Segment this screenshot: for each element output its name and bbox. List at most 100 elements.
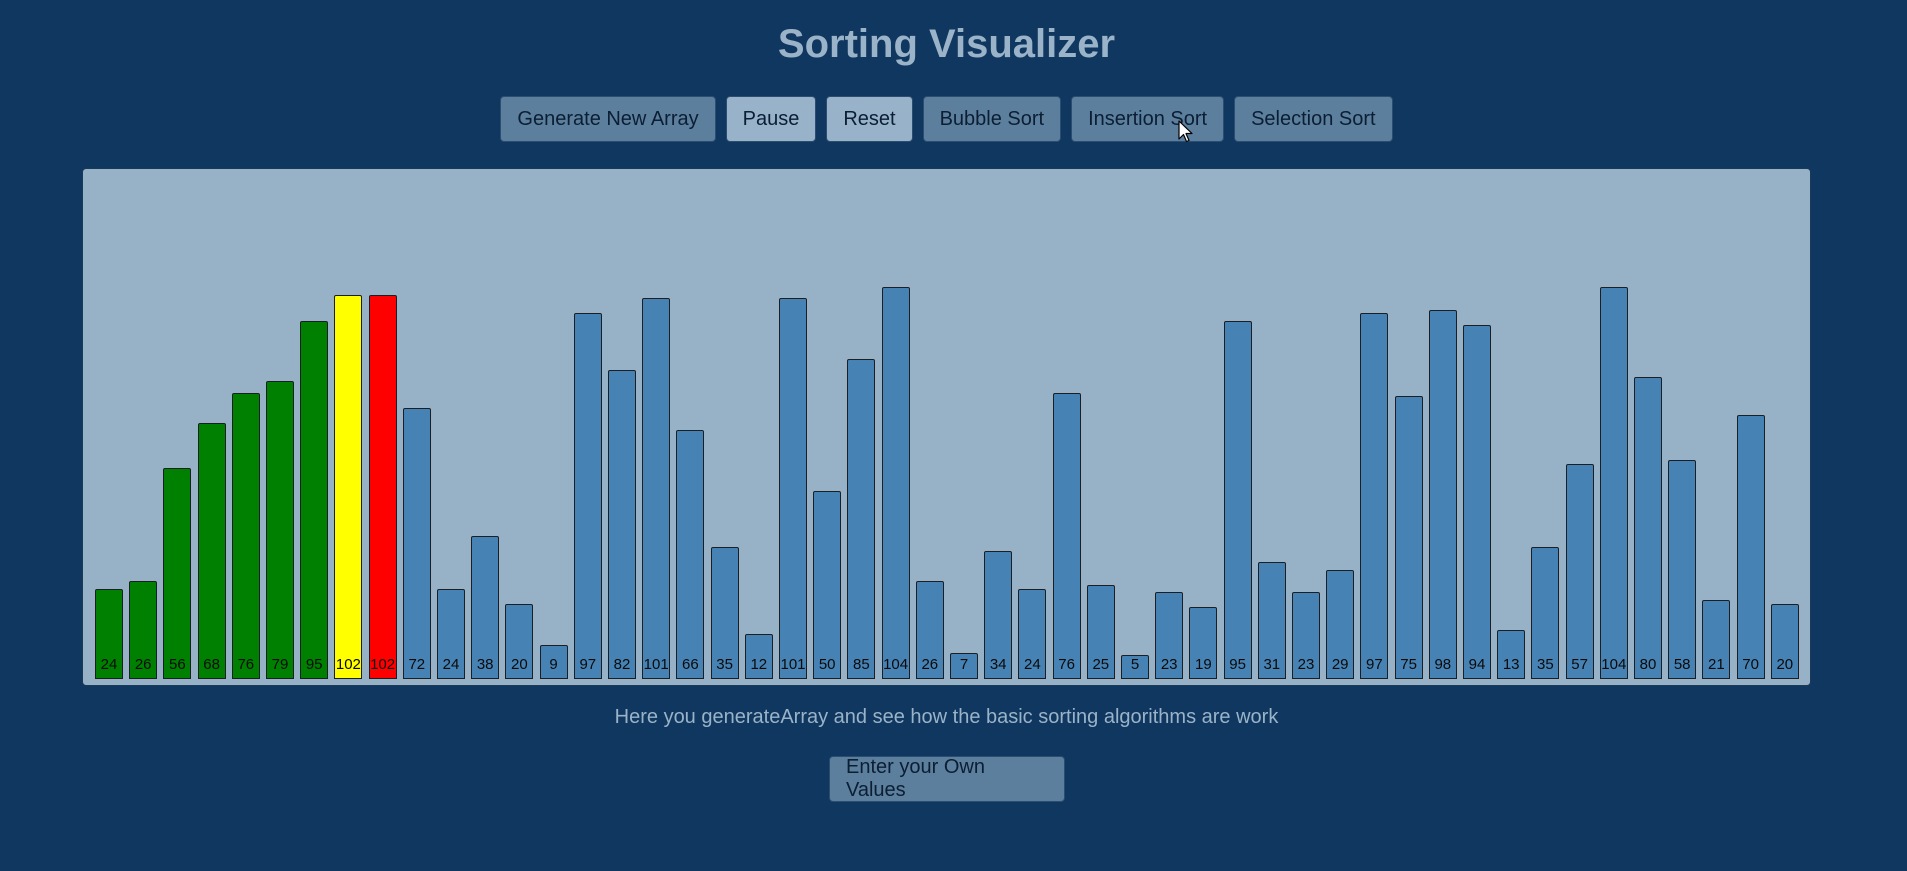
- bar-value-label: 24: [442, 656, 460, 673]
- bar-value-label: 80: [1639, 656, 1657, 673]
- pause-button[interactable]: Pause: [725, 96, 817, 142]
- bar-value-label: 66: [682, 656, 699, 673]
- bar-value-label: 26: [921, 656, 939, 673]
- array-bar: [1565, 464, 1594, 679]
- bar-value-label: 97: [579, 656, 597, 673]
- array-bar: [642, 298, 671, 679]
- bar-value-label: 31: [1263, 656, 1281, 673]
- array-bar: [1394, 396, 1423, 679]
- array-bar: [779, 298, 807, 679]
- bar-value-label: 98: [1434, 656, 1452, 673]
- bar-value-label: 23: [1160, 656, 1178, 673]
- bar-value-label: 76: [237, 656, 255, 673]
- bar-value-label: 24: [100, 656, 118, 673]
- array-bar: [1497, 630, 1526, 679]
- visualizer-panel: 24 26 56 68 76 79 95 102 102 72 24 38 20 9 97 82 101 66 35…: [82, 168, 1811, 686]
- array-bar: [1702, 600, 1731, 679]
- array-bar: [1599, 287, 1628, 679]
- array-bar: [129, 581, 158, 679]
- toolbar: Generate New Array Pause Reset Bubble So…: [0, 96, 1893, 142]
- array-bar: [1189, 607, 1218, 679]
- bar-value-label: 104: [1601, 656, 1627, 673]
- bar-value-label: 75: [1400, 656, 1417, 673]
- array-bar: [95, 589, 123, 679]
- array-bar: [1736, 415, 1765, 679]
- bar-value-label: 35: [1537, 656, 1554, 673]
- bar-value-label: 85: [853, 656, 870, 673]
- array-bar: [1428, 310, 1457, 679]
- bar-value-label: 95: [305, 656, 323, 673]
- bar-value-label: 56: [169, 656, 186, 673]
- bar-value-label: 76: [1058, 656, 1075, 673]
- bar-value-label: 21: [1708, 656, 1725, 673]
- array-bar: [573, 313, 602, 679]
- bar-value-label: 72: [408, 656, 426, 673]
- array-bar: [334, 295, 363, 679]
- bar-value-label: 23: [1297, 656, 1315, 673]
- bar-value-label: 38: [476, 656, 494, 673]
- array-bar: [847, 359, 876, 679]
- bar-value-label: 24: [1024, 656, 1041, 673]
- array-bar: [1121, 655, 1149, 679]
- bar-value-label: 101: [780, 656, 806, 673]
- bar-value-label: 94: [1468, 656, 1486, 673]
- bar-value-label: 9: [549, 656, 558, 673]
- bar-value-label: 29: [1331, 656, 1349, 673]
- array-bar: [539, 645, 568, 679]
- array-bar: [1155, 592, 1184, 679]
- array-bar: [813, 491, 842, 679]
- reset-button[interactable]: Reset: [826, 96, 913, 142]
- array-bar: [505, 604, 534, 679]
- array-bar: [1463, 325, 1491, 679]
- array-bar: [1257, 562, 1286, 679]
- bar-value-label: 25: [1092, 656, 1110, 673]
- bar-value-label: 5: [1130, 656, 1140, 673]
- array-bar: [1018, 589, 1047, 679]
- generate-new-array-button[interactable]: Generate New Array: [500, 96, 716, 142]
- array-bar: [744, 634, 773, 679]
- bar-chart: 24 26 56 68 76 79 95 102 102 72 24 38 20 9 97 82 101 66 35…: [95, 179, 1799, 679]
- array-bar: [1531, 547, 1560, 679]
- bar-value-label: 104: [883, 656, 909, 673]
- array-bar: [881, 287, 910, 679]
- array-bar: [1326, 570, 1355, 679]
- array-bar: [231, 393, 260, 679]
- array-bar: [197, 423, 226, 679]
- page-title: Sorting Visualizer: [777, 22, 1116, 66]
- bar-value-label: 68: [203, 656, 220, 673]
- selection-sort-button[interactable]: Selection Sort: [1234, 96, 1393, 142]
- bar-value-label: 7: [959, 656, 969, 673]
- array-bar: [1292, 592, 1320, 679]
- bar-value-label: 34: [989, 656, 1007, 673]
- array-bar: [984, 551, 1013, 679]
- enter-own-values-button[interactable]: Enter your Own Values: [829, 756, 1065, 802]
- bar-value-label: 101: [643, 656, 669, 673]
- array-bar: [950, 653, 978, 679]
- array-bar: [608, 370, 636, 679]
- bar-value-label: 97: [1366, 656, 1383, 673]
- array-bar: [1223, 321, 1252, 679]
- description-text: Here you generateArray and see how the b…: [614, 706, 1279, 728]
- bubble-sort-button[interactable]: Bubble Sort: [922, 96, 1062, 142]
- insertion-sort-button[interactable]: Insertion Sort: [1071, 96, 1225, 142]
- array-bar: [368, 295, 397, 679]
- array-bar: [266, 381, 294, 679]
- bar-value-label: 50: [818, 656, 836, 673]
- array-bar: [1360, 313, 1389, 679]
- array-bar: [1052, 393, 1081, 679]
- bar-value-label: 19: [1195, 656, 1212, 673]
- array-bar: [1668, 460, 1697, 679]
- bar-value-label: 79: [271, 656, 289, 673]
- bar-value-label: 20: [1776, 656, 1794, 673]
- array-bar: [163, 468, 192, 679]
- bar-value-label: 95: [1229, 656, 1246, 673]
- bar-value-label: 12: [750, 656, 768, 673]
- array-bar: [915, 581, 944, 679]
- array-bar: [437, 589, 465, 679]
- bar-value-label: 57: [1571, 656, 1588, 673]
- bar-value-label: 102: [335, 656, 361, 673]
- array-bar: [1634, 377, 1662, 679]
- array-bar: [471, 536, 500, 679]
- array-bar: [710, 547, 739, 679]
- bar-value-label: 70: [1742, 656, 1759, 673]
